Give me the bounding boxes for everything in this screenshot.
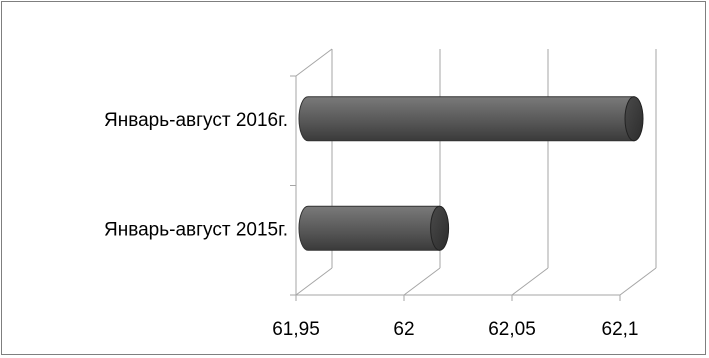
bar bbox=[298, 96, 644, 142]
bar-body bbox=[298, 96, 635, 142]
x-tick-label: 62 bbox=[393, 319, 414, 340]
bar-cap bbox=[624, 96, 644, 142]
x-tick-label: 62,05 bbox=[488, 319, 536, 340]
floor-gridline bbox=[619, 267, 657, 296]
bar-body bbox=[298, 205, 441, 251]
floor-gridline bbox=[295, 267, 333, 296]
side-wall-top-edge bbox=[295, 48, 333, 77]
x-tick-label: 61,95 bbox=[272, 319, 320, 340]
floor-gridline bbox=[511, 267, 549, 296]
bar bbox=[298, 205, 450, 251]
x-tick-label: 62,1 bbox=[602, 319, 639, 340]
bar-cap bbox=[430, 205, 450, 251]
floor-gridline bbox=[403, 267, 441, 296]
category-label: Январь-август 2015г. bbox=[104, 219, 288, 240]
category-label: Январь-август 2016г. bbox=[104, 110, 288, 131]
